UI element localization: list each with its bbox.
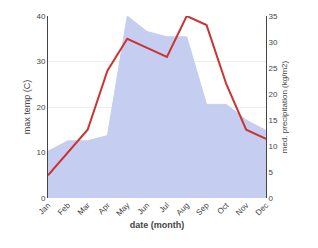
svg-text:Jun: Jun xyxy=(136,201,151,216)
svg-text:30: 30 xyxy=(36,57,45,66)
svg-text:med. precipitation (kg/m2): med. precipitation (kg/m2) xyxy=(280,60,289,153)
svg-text:20: 20 xyxy=(36,103,45,112)
svg-text:Nov: Nov xyxy=(234,201,250,217)
svg-text:Apr: Apr xyxy=(97,201,112,216)
svg-text:Feb: Feb xyxy=(56,200,73,217)
svg-text:35: 35 xyxy=(269,12,278,21)
svg-text:Sep: Sep xyxy=(194,200,211,217)
svg-text:10: 10 xyxy=(269,142,278,151)
svg-text:Aug: Aug xyxy=(175,201,191,217)
svg-text:15: 15 xyxy=(269,116,278,125)
svg-text:Dec: Dec xyxy=(254,201,270,217)
svg-text:20: 20 xyxy=(269,90,278,99)
svg-text:Jan: Jan xyxy=(37,201,52,216)
svg-text:0: 0 xyxy=(269,194,274,203)
svg-text:Jul: Jul xyxy=(158,201,172,215)
svg-text:date (month): date (month) xyxy=(130,220,185,230)
svg-text:30: 30 xyxy=(269,38,278,47)
svg-text:25: 25 xyxy=(269,64,278,73)
svg-text:0: 0 xyxy=(41,194,46,203)
svg-text:May: May xyxy=(114,201,131,218)
svg-text:40: 40 xyxy=(36,12,45,21)
svg-text:Oct: Oct xyxy=(215,200,231,216)
svg-text:max temp (C): max temp (C) xyxy=(22,80,32,135)
svg-text:10: 10 xyxy=(36,148,45,157)
svg-text:5: 5 xyxy=(269,168,274,177)
svg-text:Mar: Mar xyxy=(76,201,92,217)
